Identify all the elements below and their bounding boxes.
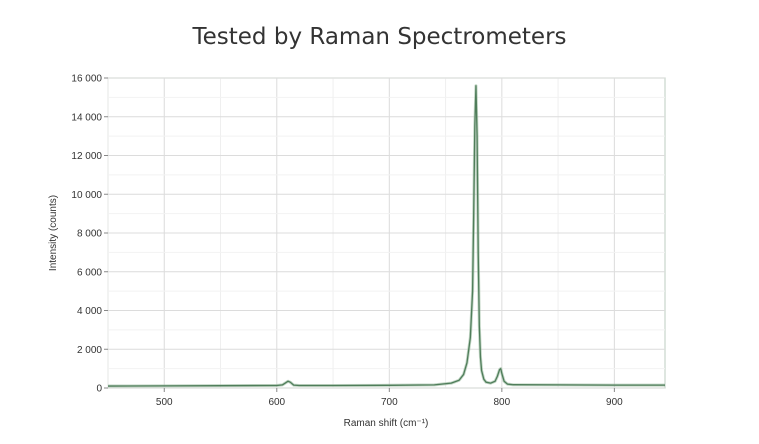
x-tick-label: 900: [606, 397, 623, 408]
gridlines: [107, 77, 665, 389]
x-tick-label: 800: [493, 397, 510, 408]
y-axis-label: Intensity (counts): [48, 195, 59, 271]
tick-labels: 500 600 700 800 900 0 2 000 4 000 6 000 8 000 10 0…: [71, 74, 623, 409]
y-tick-label: 8 000: [77, 229, 102, 240]
y-tick-label: 14 000: [71, 112, 102, 123]
y-tick-label: 10 000: [71, 190, 102, 201]
x-tick-label: 700: [381, 397, 398, 408]
y-tick-label: 16 000: [71, 74, 102, 85]
spectrum-line: [107, 85, 665, 387]
y-tick-label: 6 000: [77, 267, 102, 278]
y-tick-label: 4 000: [77, 306, 102, 317]
y-tick-label: 0: [96, 384, 102, 395]
x-axis-label: Raman shift (cm⁻¹): [344, 418, 429, 429]
y-tick-label: 12 000: [71, 151, 102, 162]
chart-title: Tested by Raman Spectrometers: [192, 24, 567, 50]
series-layer: [107, 84, 665, 388]
y-tick-label: 2 000: [77, 345, 102, 356]
x-tick-label: 600: [268, 397, 285, 408]
x-tick-label: 500: [156, 397, 173, 408]
